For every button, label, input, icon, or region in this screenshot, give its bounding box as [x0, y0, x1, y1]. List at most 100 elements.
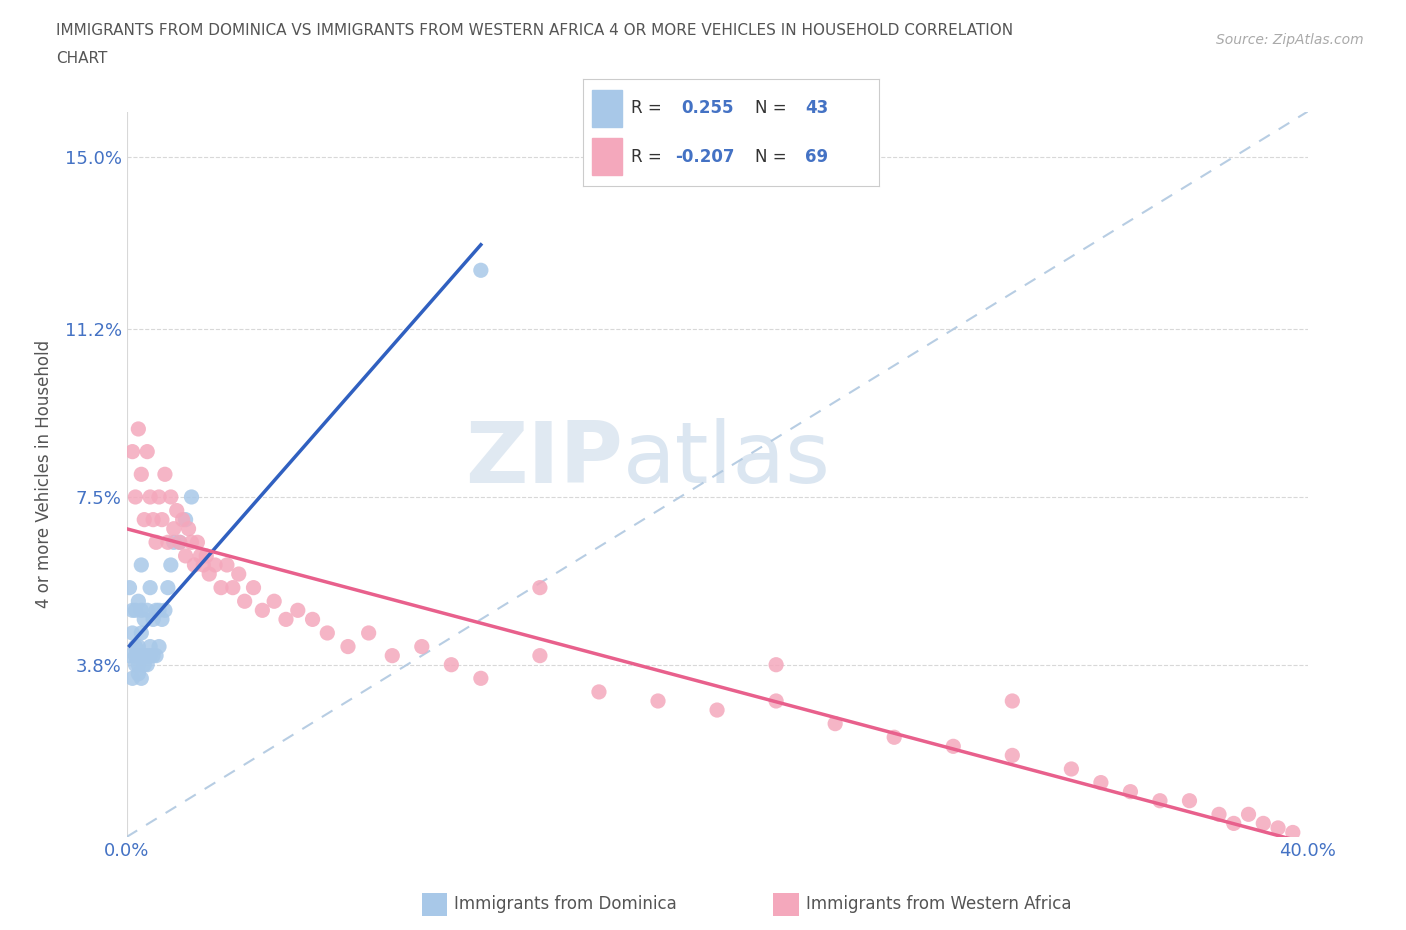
Point [124, 603, 146, 618]
Point [204, 558, 226, 573]
Point [136, 603, 159, 618]
Point [156, 580, 179, 595]
Point [136, 445, 159, 459]
Point [129, 648, 153, 663]
Point [134, 512, 156, 527]
Point [228, 566, 250, 581]
Point [1208, 807, 1230, 822]
Point [252, 603, 274, 618]
Point [129, 671, 153, 685]
Point [160, 558, 183, 573]
Point [118, 648, 141, 663]
Point [174, 549, 197, 564]
Point [136, 648, 159, 663]
Point [139, 639, 162, 654]
Point [142, 612, 165, 627]
Point [195, 549, 218, 564]
Point [209, 580, 232, 595]
Point [121, 603, 143, 618]
Point [156, 535, 179, 550]
Point [124, 658, 146, 672]
Point [174, 512, 197, 527]
Point [316, 626, 339, 641]
Text: 69: 69 [804, 148, 828, 166]
Point [127, 594, 149, 609]
Point [287, 603, 309, 618]
Text: 43: 43 [804, 100, 828, 117]
Point [124, 489, 146, 504]
Point [183, 558, 205, 573]
Point [1119, 784, 1142, 799]
Point [139, 489, 162, 504]
Point [1282, 825, 1305, 840]
Bar [592, 138, 621, 175]
Point [1253, 816, 1275, 830]
Text: -0.207: -0.207 [675, 148, 734, 166]
Point [529, 648, 551, 663]
Point [588, 684, 610, 699]
Point [1267, 820, 1289, 835]
Point [824, 716, 846, 731]
Text: Source: ZipAtlas.com: Source: ZipAtlas.com [1216, 33, 1364, 46]
Point [301, 612, 323, 627]
Bar [592, 90, 621, 127]
Point [142, 648, 165, 663]
Point [1149, 793, 1171, 808]
Point [177, 521, 200, 536]
Point [357, 626, 380, 641]
Point [1001, 694, 1024, 709]
Text: 0.255: 0.255 [681, 100, 734, 117]
Point [166, 503, 188, 518]
Point [1178, 793, 1201, 808]
Text: ZIP: ZIP [465, 418, 623, 501]
Point [198, 566, 221, 581]
Point [942, 738, 965, 753]
Point [139, 648, 162, 663]
Point [127, 658, 149, 672]
Text: N =: N = [755, 148, 792, 166]
Point [163, 535, 186, 550]
Point [180, 489, 202, 504]
Point [222, 580, 245, 595]
Point [139, 580, 162, 595]
Point [136, 658, 159, 672]
Point [145, 648, 167, 663]
Point [765, 658, 787, 672]
Point [160, 489, 183, 504]
Point [193, 558, 215, 573]
Point [180, 535, 202, 550]
Point [124, 648, 146, 663]
Point [765, 694, 787, 709]
Text: R =: R = [631, 100, 666, 117]
Point [153, 467, 176, 482]
Point [145, 535, 167, 550]
Point [142, 512, 165, 527]
Point [242, 580, 264, 595]
Point [647, 694, 669, 709]
Point [129, 558, 153, 573]
Point [127, 666, 149, 681]
Point [129, 626, 153, 641]
Point [1090, 776, 1112, 790]
Point [883, 730, 905, 745]
Point [127, 421, 149, 436]
Point [1237, 807, 1260, 822]
Point [706, 703, 728, 718]
Text: Immigrants from Dominica: Immigrants from Dominica [454, 896, 676, 913]
Point [263, 594, 285, 609]
Point [150, 512, 173, 527]
Point [188, 549, 212, 564]
Point [148, 639, 170, 654]
Point [134, 648, 156, 663]
Point [470, 263, 492, 278]
Point [172, 512, 194, 527]
Point [121, 626, 143, 641]
Point [1060, 762, 1083, 777]
Point [129, 603, 153, 618]
Point [1001, 748, 1024, 763]
Text: CHART: CHART [56, 51, 108, 66]
Point [186, 535, 208, 550]
Point [134, 658, 156, 672]
Point [124, 639, 146, 654]
Point [274, 612, 297, 627]
